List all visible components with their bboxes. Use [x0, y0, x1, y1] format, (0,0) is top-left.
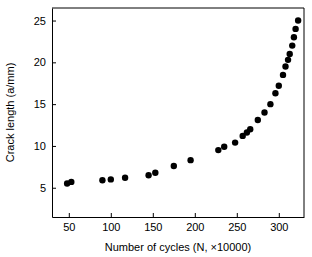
axis-line [52, 9, 53, 218]
tick: 100 [102, 213, 120, 233]
x-axis-title: Number of cycles (N, ×10000) [105, 241, 251, 253]
point [152, 169, 158, 175]
point [261, 109, 267, 115]
tick: 25 [34, 15, 56, 27]
tick: 15 [34, 98, 56, 110]
tick-mark [111, 213, 112, 217]
tick-label: 50 [63, 221, 75, 233]
point [68, 179, 74, 185]
point [292, 26, 298, 32]
point [291, 34, 297, 40]
point [232, 139, 238, 145]
points [64, 17, 301, 186]
y-axis: 5 10 15 20 25 [34, 9, 56, 218]
tick-mark [69, 213, 70, 217]
tick-label: 25 [34, 15, 46, 27]
frame [52, 8, 304, 9]
point [285, 57, 291, 63]
tick: 150 [144, 213, 162, 233]
point [99, 177, 105, 183]
point [145, 172, 151, 178]
tick-label: 250 [228, 221, 246, 233]
point [276, 83, 282, 89]
plot: 50 100 150 200 250 300 5 10 15 20 25 [34, 8, 305, 233]
tick: 50 [63, 213, 75, 233]
point [221, 144, 227, 150]
tick-label: 15 [34, 98, 46, 110]
point [247, 126, 253, 132]
tick: 10 [34, 140, 56, 152]
tick-mark [52, 104, 56, 105]
tick-label: 100 [102, 221, 120, 233]
tick-label: 200 [186, 221, 204, 233]
point [289, 42, 295, 48]
tick-mark [52, 62, 56, 63]
y-axis-title: Crack length (a/mm) [4, 63, 16, 163]
tick-mark [195, 213, 196, 217]
tick: 20 [34, 56, 56, 68]
tick-mark [52, 188, 56, 189]
tick: 300 [270, 213, 288, 233]
chart: 50 100 150 200 250 300 5 10 15 20 25 Number of cycl… [0, 0, 312, 257]
point [282, 63, 288, 69]
point [287, 51, 293, 57]
point [295, 17, 301, 23]
point [171, 163, 177, 169]
tick-mark [237, 213, 238, 217]
tick-label: 300 [270, 221, 288, 233]
point [280, 72, 286, 78]
tick-label: 5 [40, 182, 46, 194]
tick: 5 [40, 182, 56, 194]
point [272, 90, 278, 96]
point [122, 175, 128, 181]
tick-mark [52, 21, 56, 22]
point [187, 157, 193, 163]
tick-mark [52, 146, 56, 147]
frame [304, 8, 305, 217]
tick-label: 150 [144, 221, 162, 233]
tick-mark [279, 213, 280, 217]
axis-line [53, 217, 305, 218]
tick-mark [153, 213, 154, 217]
tick-label: 20 [34, 56, 46, 68]
point [267, 101, 273, 107]
x-axis: 50 100 150 200 250 300 [53, 213, 305, 233]
tick-label: 10 [34, 140, 46, 152]
point [108, 176, 114, 182]
tick: 250 [228, 213, 246, 233]
tick: 200 [186, 213, 204, 233]
point [255, 117, 261, 123]
point [215, 147, 221, 153]
